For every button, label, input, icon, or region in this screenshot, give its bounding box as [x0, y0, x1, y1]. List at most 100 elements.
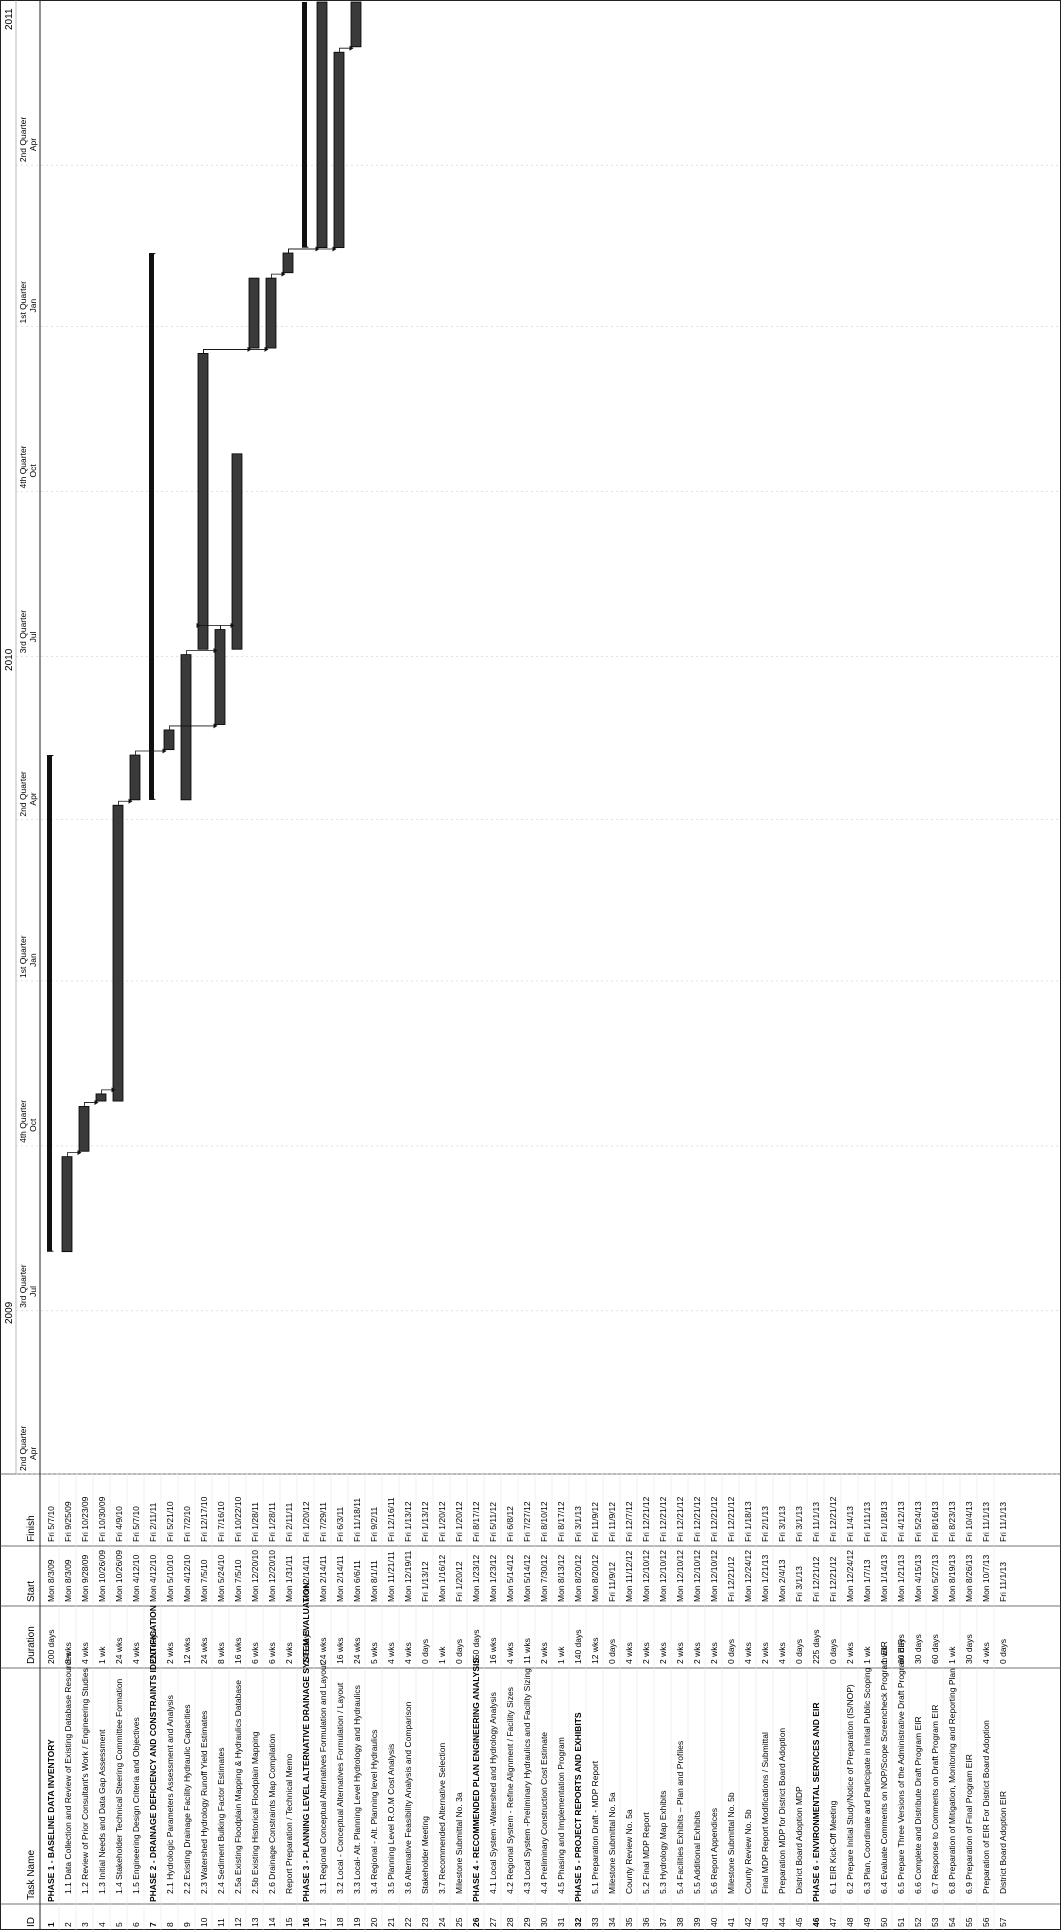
task-start: Mon 8/19/13	[947, 1554, 957, 1602]
task-start: Mon 5/14/12	[522, 1554, 532, 1602]
task-finish: Fri 11/1/13	[811, 1502, 821, 1542]
task-duration: 60 days	[930, 1634, 940, 1664]
task-name: PHASE 6 - ENVIRONMENTAL SERVICES AND EIR	[811, 1703, 821, 1902]
dependency-arrowhead	[94, 1099, 99, 1105]
task-duration: 2 wks	[709, 1642, 719, 1664]
task-finish: Fri 12/21/12	[658, 1496, 668, 1542]
task-finish: Fri 1/18/13	[879, 1501, 889, 1542]
task-name: 6.2 Prepare Initial Study/Notice of Prep…	[845, 1684, 855, 1894]
task-start: Fri 12/21/12	[811, 1556, 821, 1602]
task-duration: 2 wks	[760, 1642, 770, 1664]
task-name: 3.1 Regional Conceptual Alternatives For…	[318, 1662, 328, 1894]
task-id: 10	[199, 1917, 209, 1927]
quarter-month-label: Jan	[28, 299, 38, 313]
task-id: 49	[862, 1917, 872, 1927]
task-start: Mon 10/26/09	[97, 1550, 107, 1602]
task-finish: Fri 1/4/13	[845, 1506, 855, 1542]
task-bar	[180, 654, 192, 801]
task-duration: 1 wk	[947, 1646, 957, 1664]
task-id: 26	[471, 1917, 481, 1927]
task-id: 38	[675, 1917, 685, 1927]
task-name: PHASE 2 - DRAINAGE DEFICIENCY AND CONSTR…	[148, 1605, 158, 1902]
task-duration: 1 wk	[97, 1646, 107, 1664]
year-label: 2010	[4, 648, 15, 671]
task-bar	[333, 51, 345, 249]
task-finish: Fri 7/2/10	[182, 1506, 192, 1542]
task-finish: Fri 12/21/12	[675, 1496, 685, 1542]
task-finish: Fri 8/17/12	[471, 1501, 481, 1542]
task-finish: Fri 6/8/12	[505, 1506, 515, 1542]
task-id: 24	[437, 1917, 447, 1927]
task-duration: 1 wk	[862, 1646, 872, 1664]
task-start: Fri 12/21/12	[726, 1556, 736, 1602]
task-id: 6	[131, 1922, 141, 1927]
quarter-label: 1st Quarter	[18, 935, 28, 978]
dependency-link	[288, 248, 335, 254]
task-duration: 16 wks	[335, 1638, 345, 1664]
dependency-link	[186, 650, 216, 655]
task-id: 33	[590, 1917, 600, 1927]
task-name: 2.5b Existing Historical Floodplain Mapp…	[250, 1731, 260, 1894]
dependency-arrowhead	[281, 271, 286, 277]
summary-bar	[302, 2, 307, 248]
task-finish: Fri 11/1/13	[981, 1502, 991, 1542]
task-finish: Fri 9/25/09	[63, 1501, 73, 1542]
task-name: Milestone Submittal No. 5a	[607, 1792, 617, 1894]
task-duration: 16 wks	[233, 1638, 243, 1664]
task-finish: Fri 1/20/12	[454, 1501, 464, 1542]
task-name: Stakeholder Meeting	[420, 1816, 430, 1894]
task-id: 47	[828, 1917, 838, 1927]
task-start: Mon 8/1/11	[369, 1560, 379, 1602]
task-id: 41	[726, 1917, 736, 1927]
task-finish: Fri 1/18/13	[743, 1501, 753, 1542]
quarter-month-label: Apr	[28, 792, 38, 805]
task-start: Mon 4/12/10	[131, 1554, 141, 1602]
task-finish: Fri 8/23/13	[947, 1501, 957, 1542]
task-start: Mon 1/7/13	[862, 1559, 872, 1602]
task-id: 14	[267, 1917, 277, 1927]
task-id: 12	[233, 1917, 243, 1927]
task-duration: 24 wks	[114, 1638, 124, 1664]
task-name: 2.3 Watershed Hydrology Runoff Yield Est…	[199, 1711, 209, 1894]
task-bar	[78, 1106, 90, 1152]
task-name: 5.6 Report Appendices	[709, 1808, 719, 1894]
task-name: 3.2 Local - Conceptual Alternatives Form…	[335, 1682, 345, 1894]
task-start: Fri 11/9/12	[607, 1562, 617, 1602]
task-finish: Fri 5/7/10	[46, 1506, 56, 1542]
summary-bar	[149, 253, 154, 800]
quarter-month-label: Oct	[28, 1118, 38, 1132]
quarter-label: 2nd Quarter	[18, 117, 28, 163]
task-name: 3.5 Planning Level R.O.M Cost Analysis	[386, 1744, 396, 1894]
task-name: Final MDP Report Modifications / Submitt…	[760, 1732, 770, 1894]
task-id: 25	[454, 1917, 464, 1927]
task-duration: 8 wks	[216, 1642, 226, 1664]
quarter-month-label: Jul	[28, 1286, 38, 1297]
task-name: 6.6 Complete and Distribute Draft Progra…	[913, 1716, 923, 1894]
task-finish: Fri 8/10/12	[539, 1501, 549, 1542]
task-start: Mon 8/20/12	[573, 1554, 583, 1602]
task-start: Mon 1/14/13	[879, 1554, 889, 1602]
summary-bar-start-cap	[47, 1246, 54, 1252]
quarter-label: 3rd Quarter	[18, 610, 28, 654]
task-id: 22	[403, 1917, 413, 1927]
task-duration: 12 wks	[182, 1638, 192, 1664]
task-start: Mon 1/23/12	[471, 1554, 481, 1602]
task-id: 5	[114, 1922, 124, 1927]
task-name: Milestone Submittal No. 5b	[726, 1792, 736, 1894]
task-id: 34	[607, 1917, 617, 1927]
task-bar	[214, 629, 226, 725]
task-name: District Board Adoption EIR	[998, 1791, 1008, 1894]
task-id: 39	[692, 1917, 702, 1927]
task-start: Mon 10/26/09	[114, 1550, 124, 1602]
dependency-arrowhead	[264, 346, 269, 352]
task-id: 40	[709, 1917, 719, 1927]
task-name: 4.4 Preliminary Construction Cost Estima…	[539, 1732, 549, 1894]
task-name: 1.1 Data Collection and Review of Existi…	[63, 1652, 73, 1894]
task-id: 46	[811, 1917, 821, 1927]
task-duration: 0 days	[794, 1639, 804, 1664]
task-start: Mon 4/15/13	[913, 1554, 923, 1602]
task-start: Mon 12/24/12	[743, 1550, 753, 1602]
task-bar	[282, 252, 294, 274]
task-name: 4.1 Local System -Watershed and Hydrolog…	[488, 1692, 498, 1894]
task-duration: 5 wks	[369, 1642, 379, 1664]
